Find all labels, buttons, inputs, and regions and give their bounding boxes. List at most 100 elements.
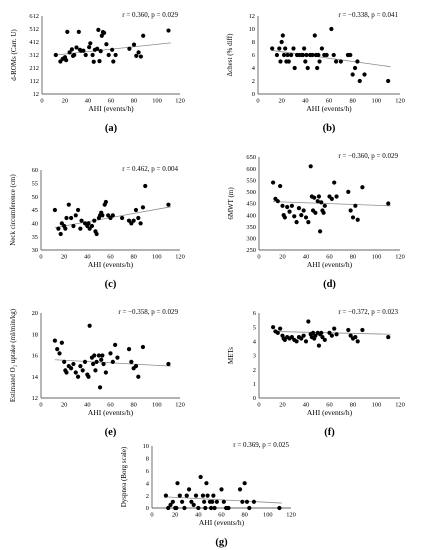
y-tick-label: 5 [253,324,256,331]
y-tick-label: 450 [246,201,256,208]
data-point [163,493,168,498]
data-point [350,72,355,77]
data-point [306,220,311,225]
data-point [138,221,143,226]
data-point [327,330,332,335]
data-point [348,208,353,213]
data-point [237,487,243,492]
data-point [334,59,339,64]
panel-label: (g) [215,537,228,548]
data-point [140,205,146,210]
x-tick-label: 120 [175,254,185,261]
data-point [289,334,294,340]
data-point [55,347,60,352]
y-tick-label: 12 [33,91,39,98]
panel-a: 0 20 40 60 80 100 120 12 112 212 312 412 512 612 r = 0… [10,11,185,134]
panel-label: (c) [105,279,117,290]
data-point [303,59,308,64]
data-point [308,164,313,169]
y-tick-label: 2 [253,367,256,374]
data-point [174,505,179,511]
data-point [286,59,291,64]
x-tick-label: 100 [152,402,162,409]
data-point [301,208,306,213]
panel-b: 0 20 40 60 80 100 120 0 2 4 6 8 10 12 r = −0.338, p = … [226,11,405,134]
data-point [283,46,288,51]
data-point [106,52,111,58]
data-point [211,493,216,498]
x-tick-label: 60 [326,254,332,261]
y-tick-label: 10 [143,443,149,450]
y-axis-label: Neck circumference (cm) [9,174,17,246]
x-tick-label: 120 [395,98,405,105]
data-point [189,499,194,504]
data-point [168,502,173,507]
x-tick-label: 20 [172,512,178,519]
data-point [282,337,287,343]
data-point [103,370,108,375]
data-point [110,47,115,52]
data-point [280,33,285,38]
data-point [275,199,280,204]
data-point [186,487,192,492]
data-point [329,26,334,32]
data-point [196,505,201,511]
data-point [102,30,107,35]
x-tick-label: 40 [303,254,309,261]
y-tick-label: 0 [253,395,256,402]
y-tick-label: 4 [252,65,256,72]
data-point [312,33,317,38]
trendline [272,50,391,68]
data-point [59,340,64,345]
y-tick-label: 112 [30,78,39,85]
y-tick-label: 60 [32,167,38,174]
y-tick-label: 6 [252,52,255,59]
data-point [131,218,136,223]
x-tick-label: 60 [326,402,332,409]
data-point [332,180,337,185]
data-point [300,52,306,58]
x-tick-label: 20 [279,402,285,409]
data-point [312,195,317,200]
data-point [184,493,189,498]
x-axis-label: AHI (events/h) [88,408,134,417]
x-tick-label: 60 [107,254,113,261]
correlation-annotation: r = −0.360, p = 0.029 [338,152,398,160]
data-point [71,361,76,367]
data-point [251,499,257,504]
correlation-annotation: r = 0.360, p = 0.029 [122,11,178,19]
panel-e: 0 20 40 60 80 100 120 12 14 16 18 20 r = −0.358, p =… [9,308,185,438]
data-point [96,27,101,33]
data-point [94,359,99,364]
x-tick-label: 20 [278,98,284,105]
data-point [303,339,309,344]
data-point [346,189,351,194]
data-point [316,52,321,58]
data-point [133,364,139,369]
x-axis-label: AHI (events/h) [88,104,134,113]
y-tick-label: 4 [146,480,150,487]
data-point [329,333,334,338]
data-point [319,330,324,335]
y-tick-label: 12 [249,13,255,20]
data-point [305,65,310,71]
data-point [177,493,182,498]
data-point [198,474,203,480]
data-point [91,59,96,64]
x-axis-label: AHI (events/h) [306,104,352,113]
panel-label: (e) [105,427,117,438]
data-point [66,202,71,207]
data-point [58,231,63,237]
data-point [126,347,132,352]
data-point [131,42,137,47]
data-point [87,45,92,50]
data-point [313,333,318,338]
data-point [166,28,171,33]
y-tick-label: 250 [246,247,256,254]
y-tick-label: 350 [246,224,256,231]
x-tick-label: 100 [372,254,382,261]
x-tick-label: 80 [350,402,356,409]
data-point [110,213,115,218]
data-point [127,46,132,51]
panel-d: 0 20 40 60 80 100 120 250 300 350 400 450 500 550 600 6… [227,152,405,290]
